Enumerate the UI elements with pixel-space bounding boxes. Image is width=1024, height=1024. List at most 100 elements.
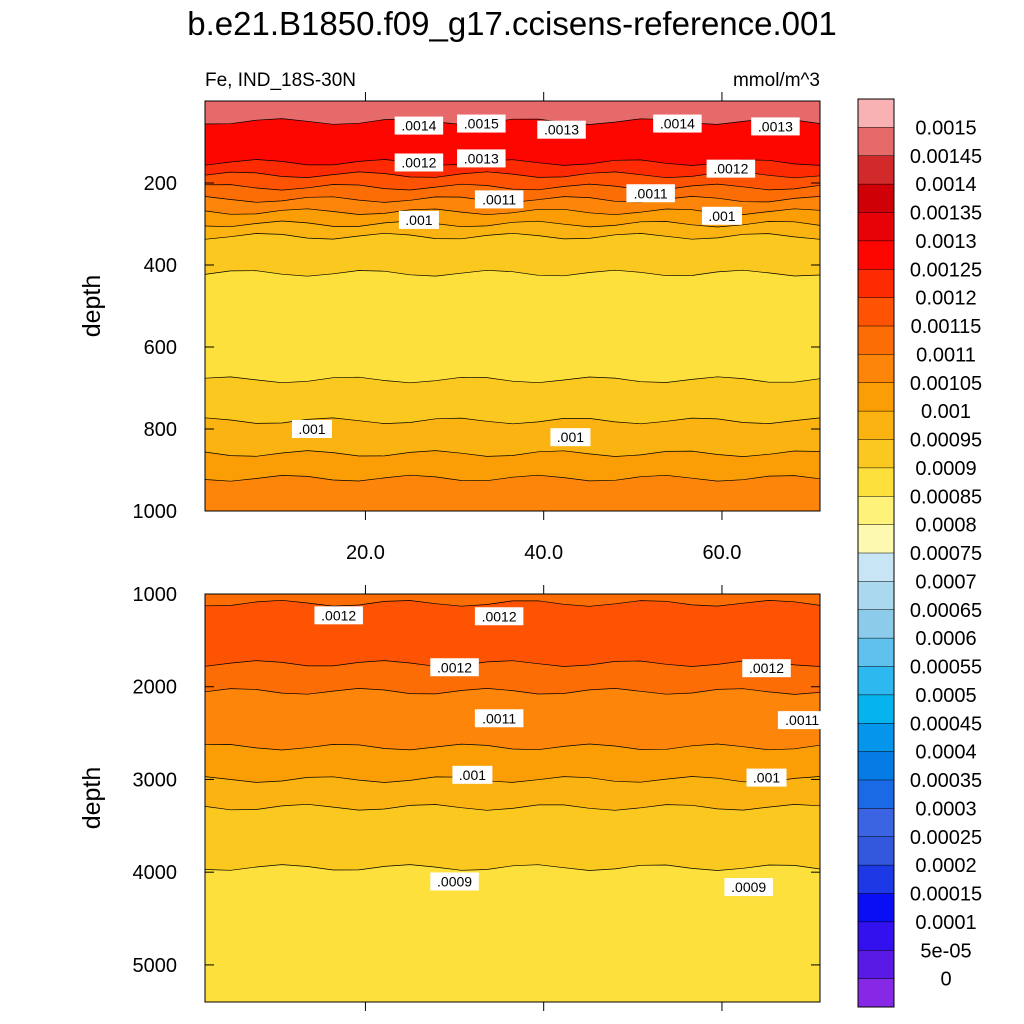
contour-line bbox=[204, 743, 821, 751]
svg-text:.0012: .0012 bbox=[482, 608, 517, 624]
colorbar-label: 0.0007 bbox=[915, 571, 976, 593]
contour-line bbox=[204, 232, 821, 240]
contour-band bbox=[205, 594, 820, 607]
colorbar-swatch bbox=[858, 553, 894, 582]
contour-line bbox=[204, 776, 821, 783]
svg-text:.0011: .0011 bbox=[482, 710, 516, 726]
colorbar-swatch bbox=[858, 439, 894, 469]
colorbar-label: 0.0002 bbox=[915, 855, 976, 877]
svg-text:.0013: .0013 bbox=[544, 122, 579, 138]
colorbar-label: 0.0003 bbox=[915, 798, 976, 820]
contour-line bbox=[204, 376, 821, 384]
contour-label: .001 bbox=[452, 765, 493, 784]
contour-line bbox=[204, 688, 821, 695]
colorbar-label: 0.00025 bbox=[910, 827, 982, 849]
y-tick-label: 400 bbox=[144, 255, 177, 277]
contour-line bbox=[204, 660, 821, 667]
contour-band bbox=[205, 776, 820, 811]
y-tick-label: 800 bbox=[144, 419, 177, 441]
contour-line bbox=[204, 417, 821, 425]
contour-label: .0011 bbox=[474, 190, 524, 209]
contour-label: .0012 bbox=[474, 607, 524, 626]
y-tick-label: 200 bbox=[144, 173, 177, 195]
plot-frame bbox=[204, 100, 821, 512]
contour-line bbox=[204, 183, 821, 191]
colorbar-label: 0.00055 bbox=[910, 657, 982, 679]
contour-line bbox=[204, 474, 821, 482]
colorbar-swatch bbox=[858, 694, 894, 724]
y-tick-label: 4000 bbox=[133, 862, 178, 884]
colorbar-swatch bbox=[858, 467, 894, 497]
contour-label: .001 bbox=[550, 428, 591, 447]
contour-band bbox=[205, 475, 820, 511]
colorbar-swatch bbox=[858, 950, 894, 980]
contour-label: .0013 bbox=[537, 120, 586, 139]
colorbar-swatch bbox=[858, 184, 894, 213]
svg-text:.001: .001 bbox=[708, 208, 735, 224]
contour-label: .001 bbox=[701, 206, 742, 225]
y-tick-label: 1000 bbox=[133, 584, 178, 606]
contour-band bbox=[205, 804, 820, 871]
y-tick-label: 1000 bbox=[133, 501, 178, 523]
contour-band bbox=[205, 450, 820, 482]
svg-text:.0012: .0012 bbox=[713, 161, 748, 177]
colorbar-swatch bbox=[858, 382, 894, 412]
colorbar-swatch bbox=[858, 326, 894, 355]
colorbar-swatch bbox=[858, 240, 894, 270]
colorbar-swatch bbox=[858, 411, 894, 440]
chart-title: b.e21.B1850.f09_g17.ccisens-reference.00… bbox=[187, 5, 836, 42]
svg-text:.001: .001 bbox=[405, 212, 432, 228]
colorbar-swatch bbox=[858, 581, 894, 611]
svg-text:.0009: .0009 bbox=[731, 879, 766, 895]
contour-line bbox=[204, 599, 821, 607]
contour-label: .001 bbox=[291, 420, 332, 438]
colorbar-label: 0.00135 bbox=[910, 203, 982, 225]
contour-label: .0011 bbox=[474, 709, 524, 728]
contour-label: .0012 bbox=[314, 606, 363, 625]
colorbar-label: 0.00095 bbox=[910, 430, 982, 452]
colorbar-swatch bbox=[858, 666, 894, 696]
upper-panel: 200 400 600 800 1000 20.0 40.0 60.0 depth .0014 .0… bbox=[78, 92, 821, 564]
contour-line bbox=[204, 864, 821, 871]
contour-band bbox=[205, 208, 820, 227]
svg-text:.0011: .0011 bbox=[634, 185, 668, 201]
svg-text:.0012: .0012 bbox=[437, 659, 472, 675]
contour-label: .0009 bbox=[430, 872, 479, 891]
contour-band bbox=[205, 744, 820, 783]
contour-band bbox=[205, 270, 820, 383]
colorbar-swatch bbox=[858, 609, 894, 639]
contour-line bbox=[204, 450, 821, 457]
colorbar-swatch bbox=[858, 836, 894, 866]
contour-label: .0013 bbox=[751, 117, 800, 136]
colorbar-label: 0.00115 bbox=[911, 316, 982, 338]
colorbar-label: 0.00035 bbox=[910, 770, 982, 792]
contour-band bbox=[205, 417, 820, 457]
x-tick-label: 20.0 bbox=[346, 542, 385, 564]
contour-band bbox=[205, 233, 820, 277]
colorbar-label: 0.00105 bbox=[910, 373, 982, 395]
contour-label: .0009 bbox=[724, 878, 773, 897]
contour-line bbox=[204, 118, 821, 125]
svg-text:.0012: .0012 bbox=[749, 660, 784, 676]
colorbar-swatch bbox=[858, 865, 894, 894]
svg-text:.0015: .0015 bbox=[464, 116, 499, 132]
contour-label: .0013 bbox=[457, 149, 506, 168]
contour-label: .0011 bbox=[626, 184, 675, 203]
colorbar-label: 0.00125 bbox=[910, 259, 982, 281]
svg-text:.001: .001 bbox=[753, 770, 780, 786]
contour-label: .001 bbox=[746, 768, 787, 787]
colorbar-swatch bbox=[858, 354, 894, 384]
colorbar-swatch bbox=[858, 496, 894, 526]
colorbar-label: 0.0001 bbox=[915, 912, 976, 934]
colorbar-swatch bbox=[858, 155, 894, 185]
colorbar-label: 0.0009 bbox=[915, 458, 976, 480]
y-tick-label: 5000 bbox=[133, 955, 178, 977]
y-tick-label: 3000 bbox=[133, 769, 178, 791]
svg-text:.0011: .0011 bbox=[482, 191, 516, 207]
colorbar-swatch bbox=[858, 921, 894, 951]
contour-label: .0014 bbox=[394, 116, 444, 135]
contour-label: .0015 bbox=[457, 114, 506, 133]
colorbar-label: 0.0014 bbox=[915, 174, 976, 196]
subtitle-left: Fe, IND_18S-30N bbox=[205, 70, 356, 91]
